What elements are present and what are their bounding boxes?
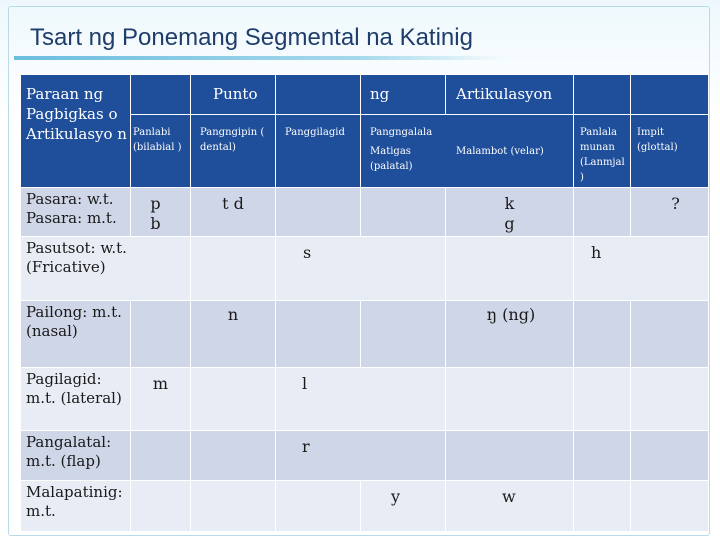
cell-glottal: h bbox=[591, 243, 602, 262]
place-bilabial-cell: Panlabi (bilabial ) bbox=[130, 114, 191, 188]
table-row: Pagilagid: m.t. (lateral) m l bbox=[20, 367, 709, 431]
place-alveolar-cell: Panggilagid bbox=[275, 114, 361, 188]
row-label: Pangalatal: m.t. (flap) bbox=[26, 433, 112, 470]
row-label: Malapatinig: m.t. bbox=[26, 483, 123, 520]
cell-dental: n bbox=[227, 305, 239, 324]
place-heading-cell-3: Artikulasyon bbox=[445, 74, 574, 115]
place-bilabial: Panlabi (bilabial ) bbox=[133, 127, 182, 153]
manner-heading-cell: Paraan ng Pagbigkas o Artikulasyo n bbox=[20, 74, 131, 188]
place-dental-cell: Pangngipin ( dental) bbox=[190, 114, 276, 188]
slide-title: Tsart ng Ponemang Segmental na Katinig bbox=[30, 24, 473, 51]
row-label: Pailong: m.t. (nasal) bbox=[26, 303, 122, 340]
place-palatal-velar-cell: Pangngalala Matigas (palatal) Malambot (… bbox=[360, 114, 574, 188]
place-heading-2: ng bbox=[370, 85, 390, 103]
slide-frame bbox=[8, 6, 710, 536]
cell-velar: k g bbox=[504, 194, 515, 233]
cell-alveolar: r bbox=[302, 437, 310, 456]
header-spacer bbox=[630, 74, 709, 115]
row-label: Pagilagid: m.t. (lateral) bbox=[26, 370, 122, 407]
place-palatal: Matigas (palatal) bbox=[370, 146, 413, 172]
place-pharyngeal-cell: Panlala munan (Lanmjal ) bbox=[573, 114, 631, 188]
cell-alveolar: s bbox=[303, 243, 312, 262]
title-underline bbox=[14, 56, 506, 60]
place-glottal-cell: Impit (glottal) bbox=[630, 114, 709, 188]
place-heading-cell-1: Punto bbox=[190, 74, 276, 115]
place-heading-1: Punto bbox=[213, 85, 258, 103]
place-palatal-group: Pangngalala bbox=[370, 127, 433, 138]
cell-bilabial: m bbox=[152, 374, 169, 393]
place-pharyngeal: Panlala munan (Lanmjal ) bbox=[580, 127, 625, 183]
place-glottal: Impit (glottal) bbox=[637, 127, 678, 153]
place-dental: Pangngipin ( dental) bbox=[200, 127, 265, 153]
consonant-chart-table: Paraan ng Pagbigkas o Artikulasyo n Punt… bbox=[20, 74, 709, 532]
header-spacer bbox=[130, 74, 191, 115]
cell-dental: t d bbox=[222, 194, 244, 213]
table-row: Pailong: m.t. (nasal) n ŋ (ng) bbox=[20, 300, 709, 368]
place-heading-cell-2: ng bbox=[360, 74, 446, 115]
place-velar: Malambot (velar) bbox=[456, 146, 544, 157]
row-label: Pasara: w.t. Pasara: m.t. bbox=[26, 190, 117, 227]
cell-velar: ŋ (ng) bbox=[486, 305, 536, 324]
table-row: Pangalatal: m.t. (flap) r bbox=[20, 430, 709, 481]
place-alveolar: Panggilagid bbox=[285, 127, 345, 138]
cell-palatal: y bbox=[391, 487, 401, 506]
header-spacer bbox=[275, 74, 361, 115]
cell-bilabial: p b bbox=[150, 194, 161, 233]
table-row: Pasara: w.t. Pasara: m.t. p b t d k g ? bbox=[20, 187, 709, 237]
cell-velar: w bbox=[502, 487, 516, 506]
table-row: Pasutsot: w.t. (Fricative) s h bbox=[20, 236, 709, 301]
manner-heading: Paraan ng Pagbigkas o Artikulasyo n bbox=[26, 85, 127, 143]
place-heading-3: Artikulasyon bbox=[456, 85, 553, 103]
table-row: Malapatinig: m.t. y w bbox=[20, 480, 709, 532]
cell-glottal: ? bbox=[671, 194, 680, 213]
row-label: Pasutsot: w.t. (Fricative) bbox=[26, 239, 127, 276]
header-spacer bbox=[573, 74, 631, 115]
cell-alveolar: l bbox=[302, 374, 308, 393]
